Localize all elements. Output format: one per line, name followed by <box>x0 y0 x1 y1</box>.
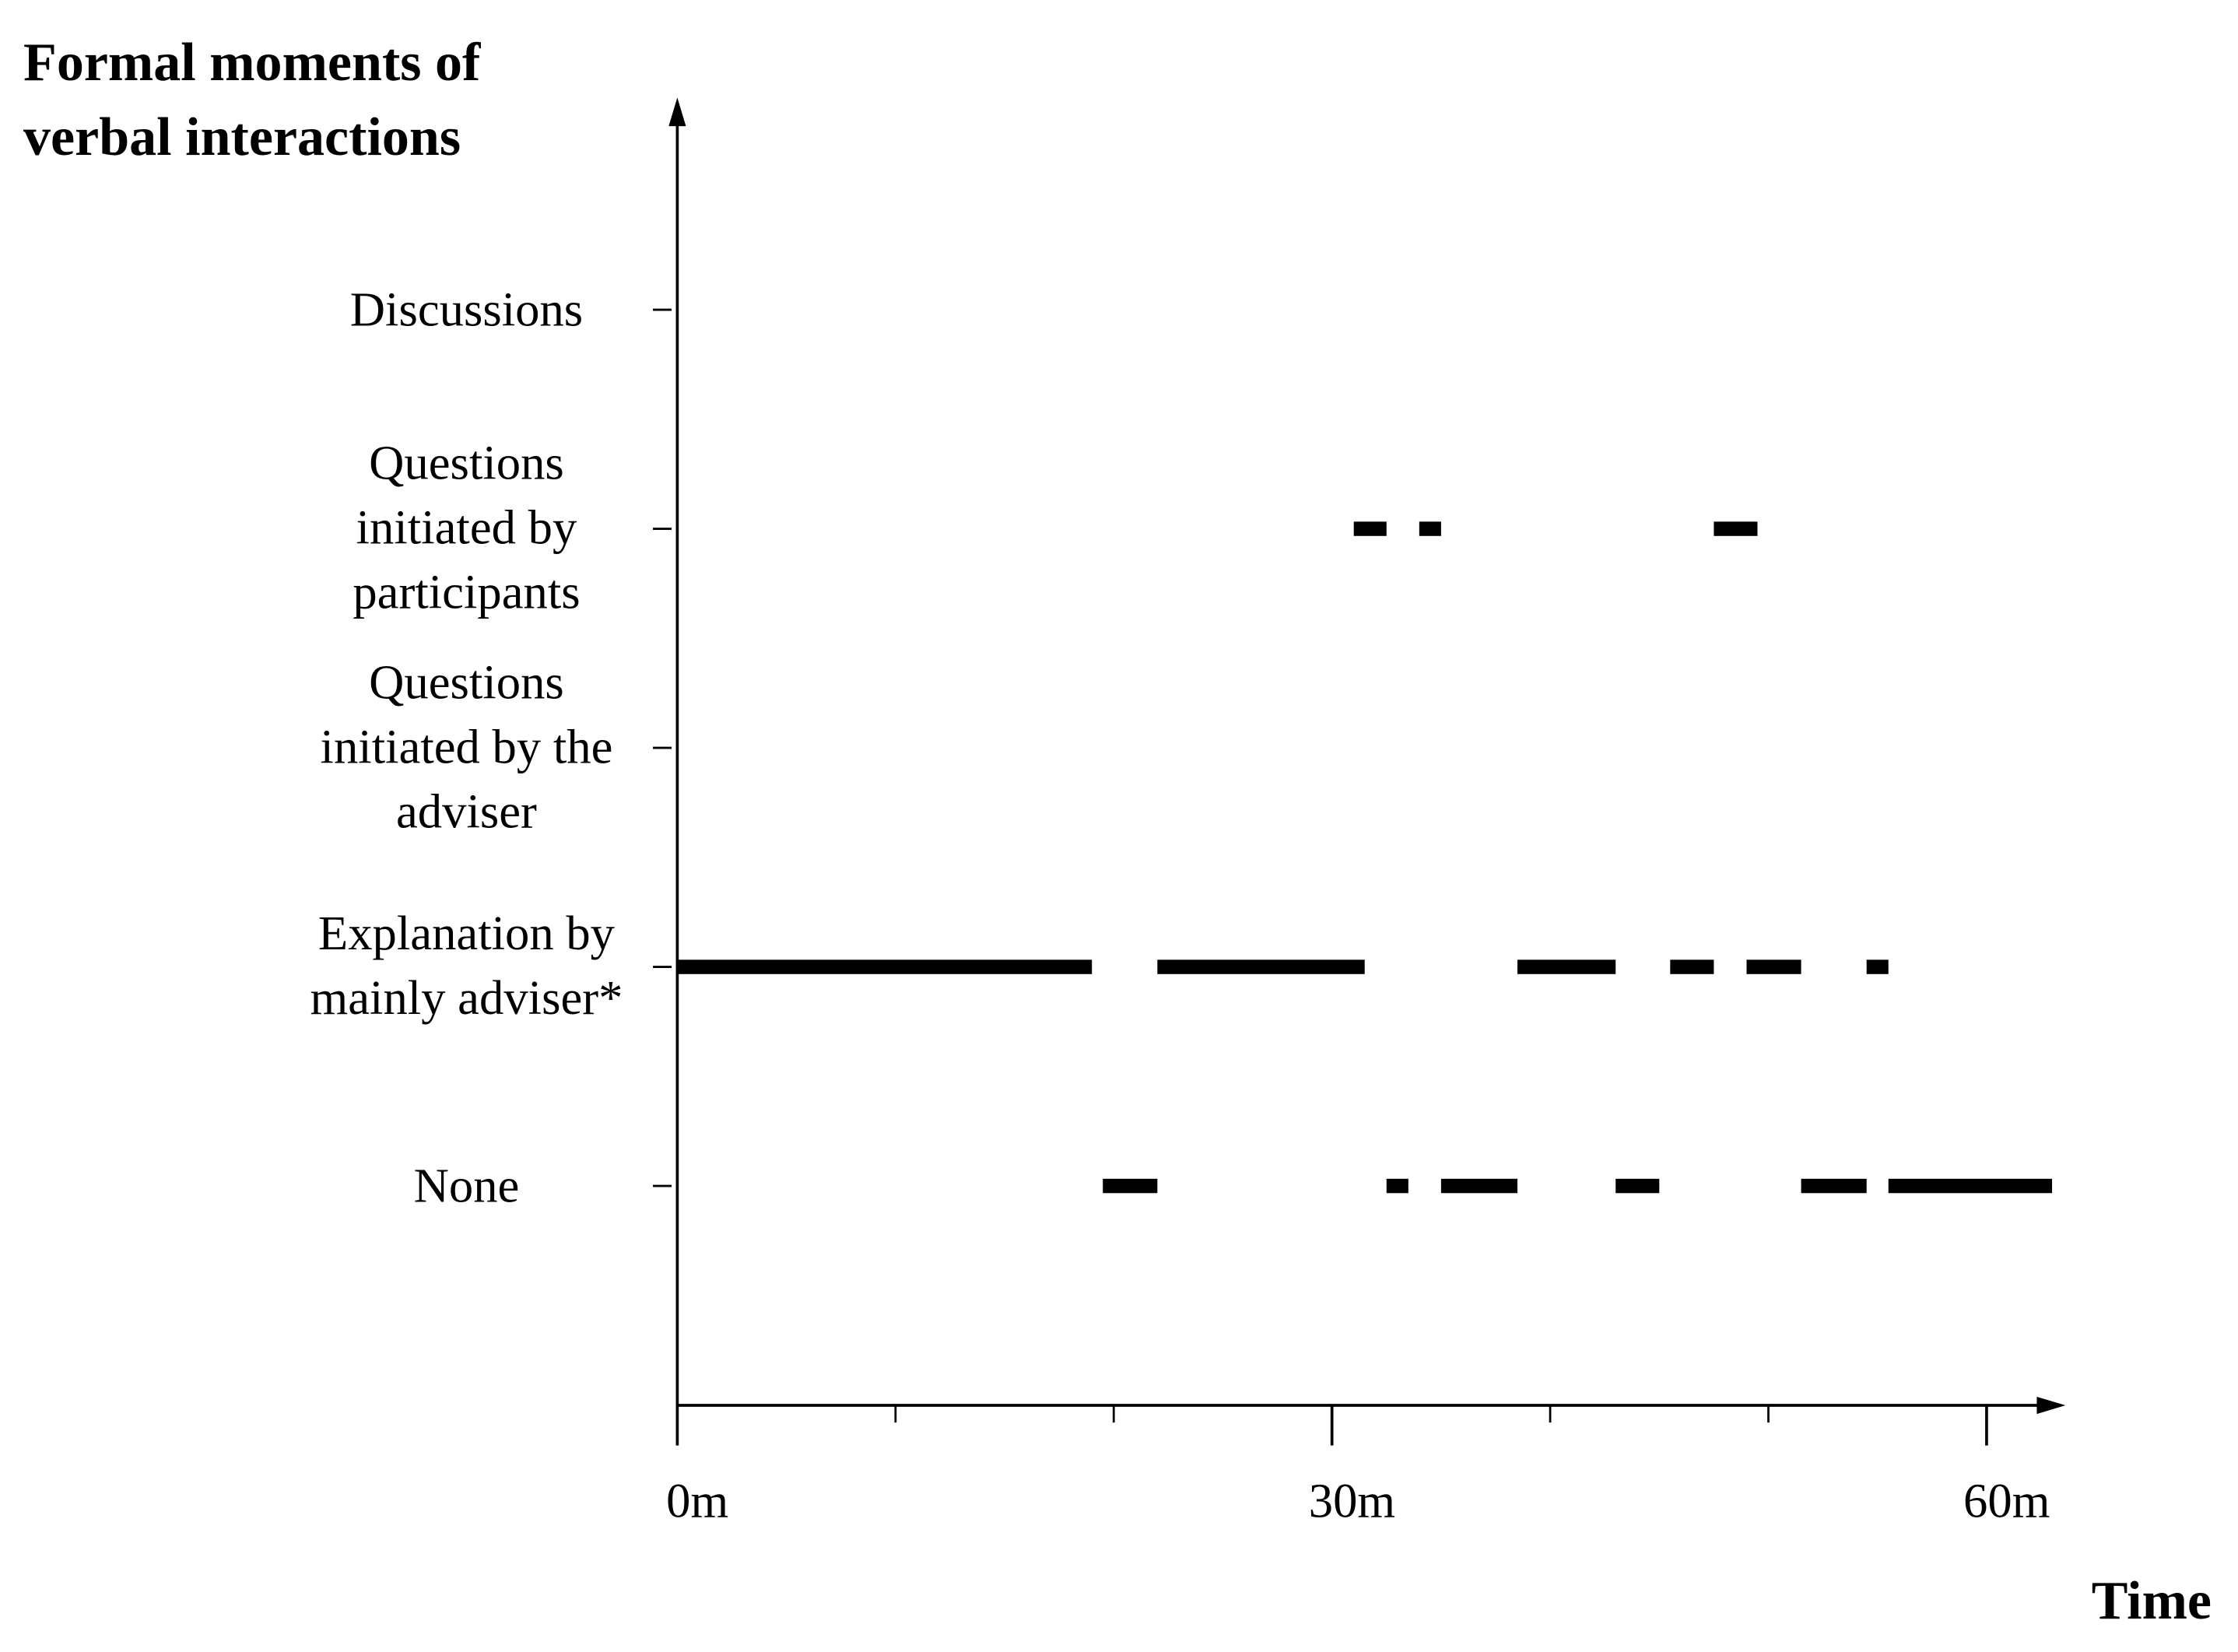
y-tick-label: Questions initiated by the adviser <box>320 657 613 840</box>
segment <box>677 959 1093 974</box>
segment <box>1386 1178 1408 1194</box>
segment <box>1746 959 1801 974</box>
x-tick-label: 60m <box>1963 1473 2050 1527</box>
segment <box>1801 1178 1867 1194</box>
segment <box>1440 1178 1518 1194</box>
x-tick-label: 0m <box>666 1473 728 1527</box>
x-axis-arrow <box>2036 1396 2066 1415</box>
y-tick-label: Questions initiated by participants <box>353 437 581 620</box>
y-label-box: Questions initiated by participants <box>353 437 581 620</box>
segment <box>1353 521 1387 536</box>
y-label-box: Discussions <box>349 282 584 337</box>
chart-title: Formal moments of verbal interactions <box>23 33 481 168</box>
y-tick-label: Explanation by mainly adviser* <box>310 908 623 1026</box>
segment <box>1419 521 1441 536</box>
segment <box>1615 1178 1660 1194</box>
segment <box>1157 959 1365 974</box>
segment <box>1866 959 1889 974</box>
y-tick-label: Discussions <box>349 282 584 337</box>
x-axis-label: Time <box>2092 1571 2212 1631</box>
segment <box>1714 521 1758 536</box>
y-label-box: None <box>413 1159 520 1213</box>
y-axis-arrow <box>668 97 686 127</box>
segment <box>1517 959 1616 974</box>
segment <box>1103 1178 1158 1194</box>
y-tick-label: None <box>413 1159 520 1213</box>
y-label-box: Explanation by mainly adviser* <box>310 908 623 1026</box>
x-tick-label: 30m <box>1309 1473 1395 1527</box>
y-label-box: Questions initiated by the adviser <box>320 657 613 840</box>
segment <box>1670 959 1714 974</box>
segment <box>1888 1178 2053 1194</box>
title-box: Formal moments of verbal interactions <box>23 33 481 168</box>
